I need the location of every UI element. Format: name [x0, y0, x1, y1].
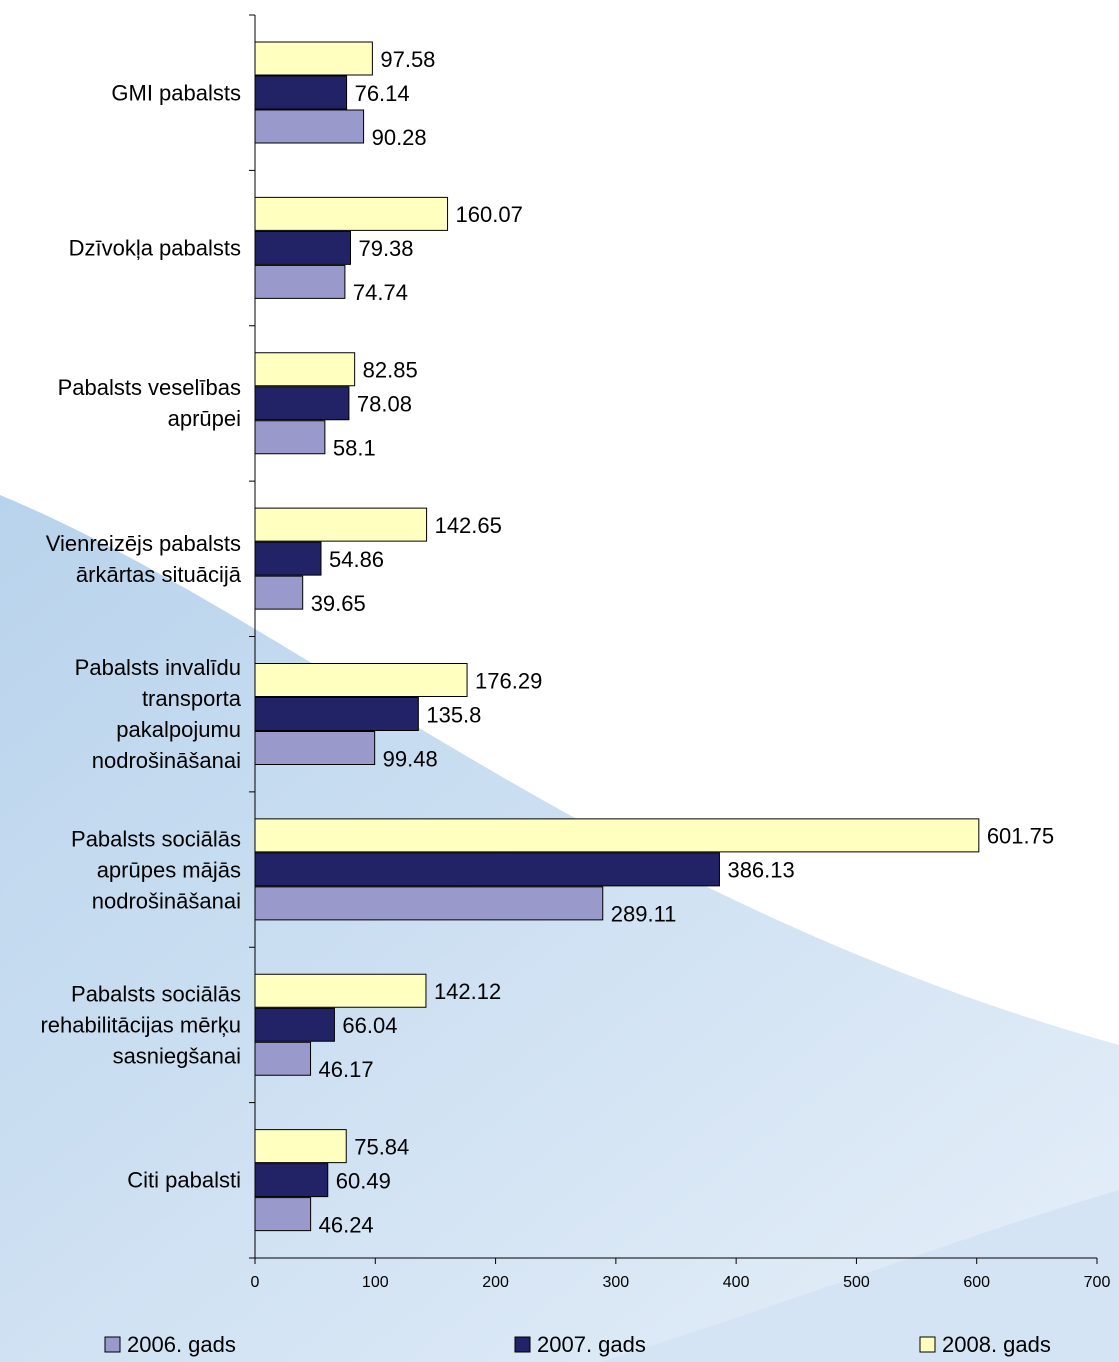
category-label: GMI pabalsts	[111, 80, 241, 106]
data-label: 60.49	[336, 1168, 391, 1193]
x-tick-label: 600	[963, 1274, 990, 1291]
data-label: 39.65	[311, 591, 366, 616]
data-label: 601.75	[987, 824, 1054, 849]
bar	[254, 697, 419, 731]
x-tick-label: 700	[1084, 1274, 1111, 1291]
bar	[254, 1041, 312, 1076]
legend-swatch	[514, 1336, 531, 1353]
data-label: 79.38	[358, 236, 413, 261]
data-label: 46.17	[319, 1057, 374, 1082]
bar	[254, 1007, 335, 1042]
bar	[254, 507, 428, 542]
data-label: 142.12	[434, 979, 501, 1004]
x-tick-label: 300	[603, 1274, 630, 1291]
background-swoosh	[0, 495, 1119, 1362]
category-label: Pabalsts sociālās aprūpes mājās nodrošin…	[71, 826, 241, 914]
category-label: Citi pabalsti	[127, 1167, 241, 1193]
data-label: 176.29	[475, 668, 542, 693]
bar	[254, 264, 346, 299]
data-label: 386.13	[727, 858, 794, 883]
bar	[254, 41, 373, 76]
data-label: 76.14	[355, 81, 410, 106]
category-label: Pabalsts veselības aprūpei	[57, 375, 241, 432]
data-label: 78.08	[357, 392, 412, 417]
category-label: Dzīvokļa pabalsts	[68, 235, 241, 261]
data-label: 135.8	[426, 702, 481, 727]
data-label: 90.28	[372, 125, 427, 150]
data-label: 66.04	[342, 1013, 397, 1038]
bar	[254, 386, 350, 421]
data-label: 142.65	[435, 513, 502, 538]
bar	[254, 1129, 347, 1164]
x-tick-label: 200	[482, 1274, 509, 1291]
bar	[254, 352, 356, 387]
x-tick-label: 100	[362, 1274, 389, 1291]
x-tick-label: 400	[723, 1274, 750, 1291]
bar	[254, 1163, 329, 1198]
data-label: 74.74	[353, 280, 408, 305]
legend-label: 2007. gads	[537, 1332, 646, 1357]
category-label: Pabalsts invalīdu transporta pakalpojumu…	[74, 655, 241, 774]
bar	[254, 75, 348, 110]
legend-label: 2006. gads	[127, 1332, 236, 1357]
data-label: 46.24	[319, 1212, 374, 1237]
legend-swatch	[919, 1336, 936, 1353]
bar	[254, 1197, 312, 1232]
bar	[254, 818, 980, 853]
data-label: 75.84	[354, 1134, 409, 1159]
x-tick-label: 0	[251, 1274, 260, 1291]
category-label: Pabalsts sociālās rehabilitācijas mērķu …	[40, 981, 241, 1069]
legend-swatch	[104, 1336, 121, 1353]
data-label: 160.07	[456, 202, 523, 227]
bar	[254, 663, 468, 697]
bar	[254, 230, 351, 265]
bar	[254, 731, 376, 765]
bar	[254, 420, 326, 455]
legend-label: 2008. gads	[942, 1332, 1051, 1357]
bar	[254, 541, 322, 576]
data-label: 54.86	[329, 547, 384, 572]
bar	[254, 109, 365, 144]
bar	[254, 973, 427, 1008]
data-label: 289.11	[611, 902, 677, 927]
data-label: 99.48	[383, 746, 438, 771]
data-label: 97.58	[380, 47, 435, 72]
bar	[254, 886, 604, 921]
background-swoosh	[600, 1190, 1119, 1362]
bar	[254, 575, 304, 610]
data-label: 58.1	[333, 436, 376, 461]
x-tick-label: 500	[843, 1274, 870, 1291]
data-label: 82.85	[363, 358, 418, 383]
category-label: Vienreizējs pabalsts ārkārtas situācijā	[45, 530, 241, 587]
bar	[254, 852, 720, 887]
bar	[254, 196, 449, 231]
